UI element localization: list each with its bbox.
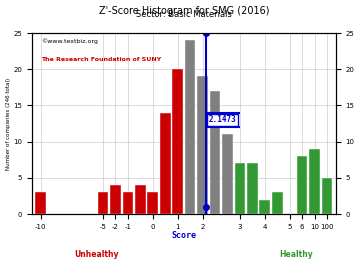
Bar	[98, 193, 108, 214]
Bar	[297, 156, 307, 214]
Title: Z'-Score Histogram for SMG (2016): Z'-Score Histogram for SMG (2016)	[99, 6, 269, 16]
Bar	[148, 193, 158, 214]
Bar	[123, 193, 133, 214]
Bar	[272, 193, 283, 214]
Bar	[36, 193, 46, 214]
Bar	[260, 200, 270, 214]
Text: The Research Foundation of SUNY: The Research Foundation of SUNY	[41, 56, 161, 62]
Text: Sector: Basic Materials: Sector: Basic Materials	[136, 11, 232, 19]
Bar	[247, 163, 258, 214]
Text: ©www.textbiz.org: ©www.textbiz.org	[41, 38, 98, 44]
Bar	[197, 76, 208, 214]
Bar	[185, 40, 195, 214]
X-axis label: Score: Score	[171, 231, 197, 240]
Text: 2.1473: 2.1473	[209, 116, 237, 124]
Text: Healthy: Healthy	[279, 249, 313, 259]
Bar	[222, 134, 233, 214]
Bar	[309, 149, 320, 214]
Text: Unhealthy: Unhealthy	[75, 249, 119, 259]
Bar	[110, 185, 121, 214]
Bar	[322, 178, 332, 214]
Bar	[135, 185, 145, 214]
Y-axis label: Number of companies (246 total): Number of companies (246 total)	[5, 77, 10, 170]
Bar	[235, 163, 245, 214]
Bar	[172, 69, 183, 214]
Bar	[210, 91, 220, 214]
Bar	[160, 113, 171, 214]
